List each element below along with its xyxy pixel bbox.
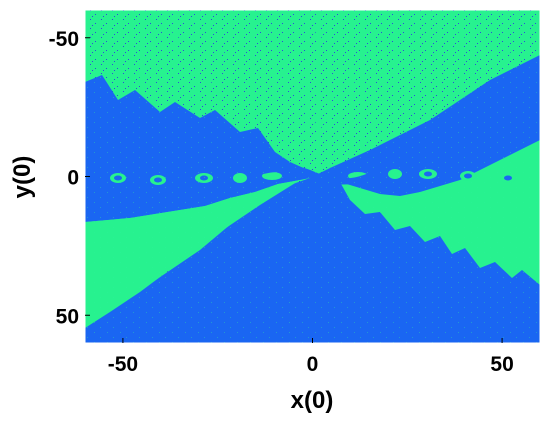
y-tick-label: 0	[67, 167, 79, 190]
basin-a-speckle	[85, 10, 540, 343]
y-axis-label: y(0)	[9, 156, 36, 199]
x-axis-label: x(0)	[291, 387, 334, 414]
x-axis: -50 0 50	[108, 338, 514, 376]
x-tick-label: 50	[490, 353, 513, 376]
y-axis: -50 0 50	[49, 28, 90, 328]
x-tick-label: 0	[307, 353, 319, 376]
plot-area	[85, 10, 540, 343]
y-tick-label: 50	[56, 305, 79, 328]
y-tick-label: -50	[49, 28, 79, 51]
x-tick-label: -50	[108, 353, 138, 376]
